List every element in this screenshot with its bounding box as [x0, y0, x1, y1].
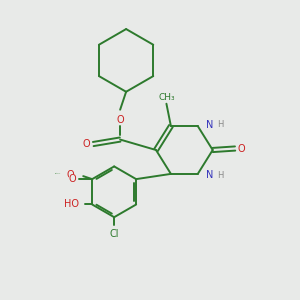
Text: H: H [217, 171, 224, 180]
Text: O: O [67, 169, 74, 180]
Text: methoxy: methoxy [55, 172, 61, 174]
Text: HO: HO [64, 200, 79, 209]
Text: CH₃: CH₃ [158, 93, 175, 102]
Text: O: O [83, 139, 91, 149]
Text: O: O [116, 115, 124, 125]
Text: N: N [206, 170, 214, 180]
Text: N: N [206, 120, 214, 130]
Text: Cl: Cl [110, 229, 119, 238]
Text: O: O [238, 143, 245, 154]
Text: H: H [217, 120, 224, 129]
Text: O: O [69, 174, 76, 184]
